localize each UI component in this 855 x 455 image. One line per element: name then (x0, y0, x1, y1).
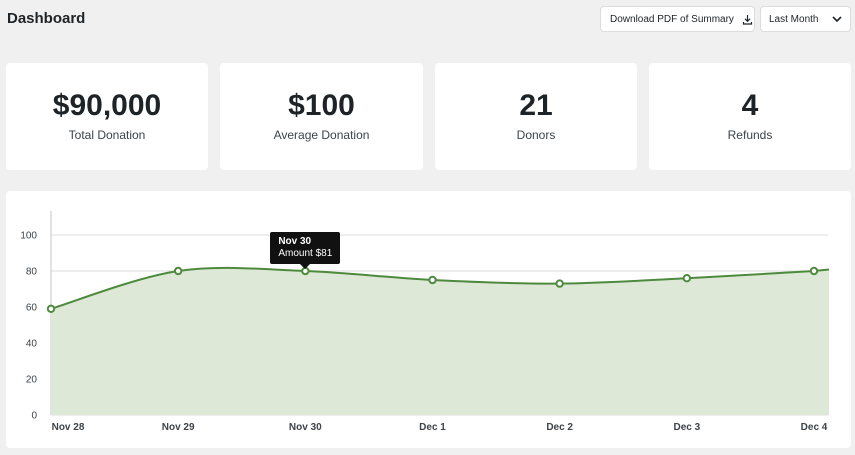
chart-tooltip: Nov 30 Amount $81 (270, 232, 341, 269)
tooltip-arrow (300, 264, 311, 269)
chart-data-point (46, 304, 56, 314)
x-tick-label: Dec 2 (546, 422, 573, 433)
chart-data-point (428, 275, 437, 285)
y-tick-label: 0 (31, 411, 37, 422)
y-tick-label: 100 (20, 231, 37, 242)
chart-data-point (555, 279, 564, 288)
chart-area-fill (51, 267, 829, 415)
donation-chart-panel: 0 20 40 60 80 100 Nov 28 Nov 29 Nov 30 Dec 1 Dec 2… (6, 191, 851, 448)
donation-chart: 0 20 40 60 80 100 Nov 28 Nov 29 Nov 30 Dec 1 Dec 2… (20, 211, 830, 433)
period-select[interactable]: Last Month (760, 6, 851, 32)
y-tick-label: 20 (26, 375, 38, 386)
period-select-label: Last Month (769, 13, 819, 25)
x-tick-label: Dec 4 (801, 422, 828, 433)
y-tick-label: 60 (26, 303, 38, 314)
x-tick-label: Nov 30 (289, 422, 322, 433)
chart-data-point (682, 274, 692, 283)
download-pdf-button[interactable]: Download PDF of Summary (600, 6, 755, 32)
stat-card-donors: 21 Donors (435, 63, 637, 170)
stat-value: 4 (741, 89, 759, 122)
y-tick-label: 40 (26, 339, 38, 350)
x-tick-label: Nov 28 (52, 422, 85, 433)
tooltip-date: Nov 30 (278, 236, 312, 247)
stat-label: Refunds (727, 128, 773, 142)
stat-value: 21 (519, 89, 553, 122)
stat-card-total-donation: $90,000 Total Donation (6, 63, 208, 170)
stat-value: $90,000 (52, 89, 162, 122)
download-icon (742, 14, 753, 25)
x-tick-label: Dec 1 (419, 422, 446, 433)
page-title: Dashboard (7, 10, 86, 27)
stat-value: $100 (288, 89, 355, 122)
x-tick-label: Nov 29 (162, 422, 195, 433)
stat-card-average-donation: $100 Average Donation (220, 63, 423, 170)
x-tick-label: Dec 3 (673, 422, 700, 433)
y-tick-label: 80 (26, 267, 38, 278)
stat-label: Total Donation (68, 128, 146, 142)
chevron-down-icon (832, 15, 842, 23)
stat-card-refunds: 4 Refunds (649, 63, 851, 170)
tooltip-amount: Amount $81 (278, 248, 333, 259)
stat-label: Average Donation (273, 128, 370, 142)
chart-data-point (173, 266, 183, 276)
stat-label: Donors (516, 128, 556, 142)
chart-data-point (809, 266, 819, 276)
download-pdf-label: Download PDF of Summary (610, 13, 734, 25)
